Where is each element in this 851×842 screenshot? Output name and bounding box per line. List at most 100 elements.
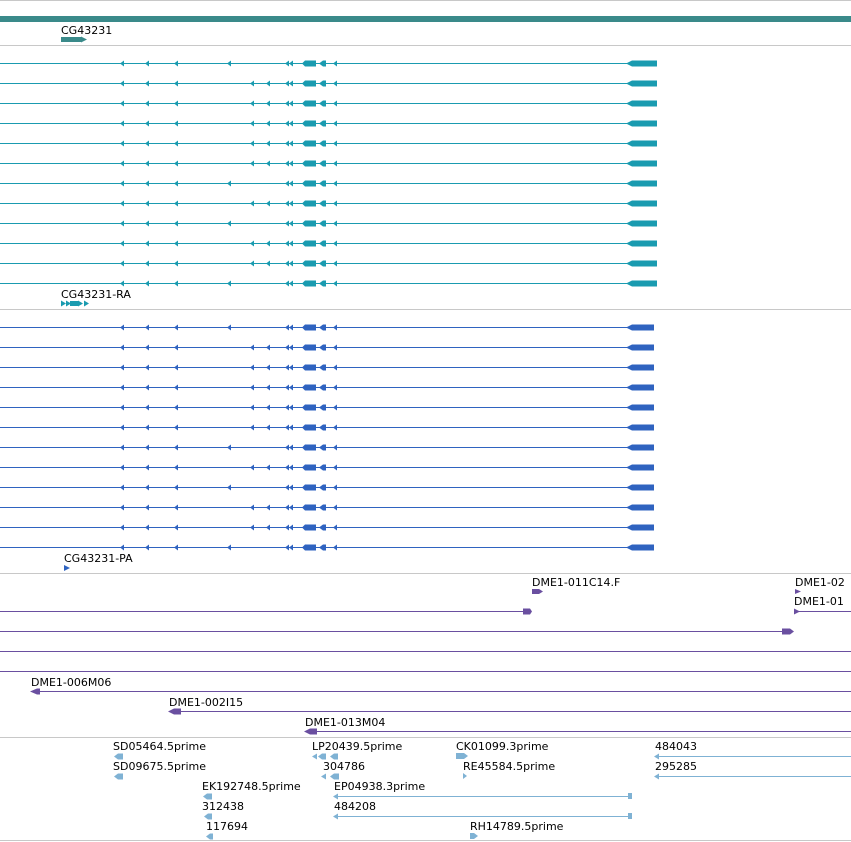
transcript-strand-glyph[interactable] [61, 300, 89, 307]
exon-glyph[interactable] [145, 344, 149, 351]
exon-glyph[interactable] [145, 280, 149, 287]
exon-glyph[interactable] [302, 524, 316, 531]
exon-glyph[interactable] [302, 240, 316, 247]
exon-glyph[interactable] [250, 344, 254, 351]
exon-glyph[interactable] [145, 424, 149, 431]
exon-glyph[interactable] [285, 220, 289, 227]
isoform-row[interactable] [0, 280, 657, 287]
gene-arrow-glyph[interactable] [61, 36, 87, 43]
exon-glyph[interactable] [145, 364, 149, 371]
exon-glyph[interactable] [174, 280, 178, 287]
exon-glyph[interactable] [333, 384, 337, 391]
exon-glyph[interactable] [174, 240, 178, 247]
est-label[interactable]: LP20439.5prime [312, 740, 403, 753]
exon-glyph[interactable] [333, 80, 337, 87]
exon-glyph[interactable] [174, 344, 178, 351]
exon-glyph[interactable] [333, 280, 337, 287]
exon-glyph[interactable] [266, 424, 270, 431]
exon-glyph[interactable] [289, 444, 293, 451]
exon-glyph[interactable] [333, 120, 337, 127]
exon-glyph[interactable] [319, 504, 326, 511]
exon-glyph[interactable] [145, 464, 149, 471]
isoform-row[interactable] [0, 384, 654, 391]
exon-glyph[interactable] [302, 364, 316, 371]
exon-glyph[interactable] [250, 140, 254, 147]
est-label[interactable]: EP04938.3prime [334, 780, 425, 793]
exon-glyph[interactable] [289, 180, 293, 187]
isoform-row[interactable] [0, 444, 654, 451]
exon-glyph[interactable] [289, 140, 293, 147]
isoform-row[interactable] [0, 484, 654, 491]
est-label[interactable]: SD09675.5prime [113, 760, 206, 773]
exon-glyph[interactable] [266, 240, 270, 247]
exon-glyph[interactable] [145, 120, 149, 127]
exon-glyph[interactable] [302, 160, 316, 167]
exon-glyph[interactable] [250, 240, 254, 247]
est-marker[interactable] [204, 813, 212, 820]
exon-glyph[interactable] [626, 404, 654, 411]
exon-glyph[interactable] [145, 60, 149, 67]
est-marker[interactable] [456, 753, 468, 759]
exon-glyph[interactable] [145, 220, 149, 227]
exon-glyph[interactable] [266, 200, 270, 207]
exon-glyph[interactable] [266, 80, 270, 87]
exon-glyph[interactable] [250, 424, 254, 431]
exon-glyph[interactable] [319, 324, 326, 331]
exon-glyph[interactable] [266, 120, 270, 127]
exon-glyph[interactable] [174, 180, 178, 187]
isoform-row[interactable] [0, 60, 657, 67]
exon-glyph[interactable] [120, 280, 124, 287]
exon-glyph[interactable] [333, 220, 337, 227]
isoform-row[interactable] [0, 524, 654, 531]
exon-glyph[interactable] [285, 180, 289, 187]
exon-glyph[interactable] [120, 240, 124, 247]
est-feature[interactable] [333, 813, 632, 820]
exon-glyph[interactable] [145, 180, 149, 187]
exon-glyph[interactable] [145, 504, 149, 511]
exon-glyph[interactable] [302, 80, 316, 87]
exon-glyph[interactable] [289, 120, 293, 127]
exon-glyph[interactable] [227, 444, 231, 451]
exon-glyph[interactable] [302, 260, 316, 267]
clone-feature[interactable] [304, 728, 851, 735]
gene-bar[interactable] [0, 16, 851, 22]
exon-glyph[interactable] [120, 140, 124, 147]
exon-glyph[interactable] [626, 140, 657, 147]
clone-label[interactable]: DME1-013M04 [305, 716, 385, 729]
exon-glyph[interactable] [120, 324, 124, 331]
isoform-row[interactable] [0, 180, 657, 187]
exon-glyph[interactable] [302, 120, 316, 127]
exon-glyph[interactable] [319, 240, 326, 247]
exon-glyph[interactable] [302, 544, 316, 551]
exon-glyph[interactable] [285, 484, 289, 491]
exon-glyph[interactable] [333, 160, 337, 167]
exon-glyph[interactable] [333, 60, 337, 67]
exon-glyph[interactable] [626, 464, 654, 471]
exon-glyph[interactable] [333, 424, 337, 431]
exon-glyph[interactable] [285, 504, 289, 511]
exon-glyph[interactable] [266, 384, 270, 391]
est-marker[interactable] [114, 773, 123, 780]
exon-glyph[interactable] [285, 544, 289, 551]
exon-glyph[interactable] [174, 524, 178, 531]
exon-glyph[interactable] [333, 344, 337, 351]
exon-glyph[interactable] [174, 100, 178, 107]
exon-glyph[interactable] [174, 444, 178, 451]
exon-glyph[interactable] [285, 524, 289, 531]
est-marker[interactable] [203, 793, 212, 800]
exon-glyph[interactable] [333, 524, 337, 531]
exon-glyph[interactable] [120, 260, 124, 267]
exon-glyph[interactable] [289, 544, 293, 551]
exon-glyph[interactable] [289, 100, 293, 107]
exon-glyph[interactable] [289, 200, 293, 207]
isoform-row[interactable] [0, 120, 657, 127]
exon-glyph[interactable] [227, 280, 231, 287]
isoform-row[interactable] [0, 80, 657, 87]
exon-glyph[interactable] [319, 60, 326, 67]
exon-glyph[interactable] [120, 160, 124, 167]
isoform-row[interactable] [0, 344, 654, 351]
exon-glyph[interactable] [227, 544, 231, 551]
exon-glyph[interactable] [319, 484, 326, 491]
exon-glyph[interactable] [174, 484, 178, 491]
